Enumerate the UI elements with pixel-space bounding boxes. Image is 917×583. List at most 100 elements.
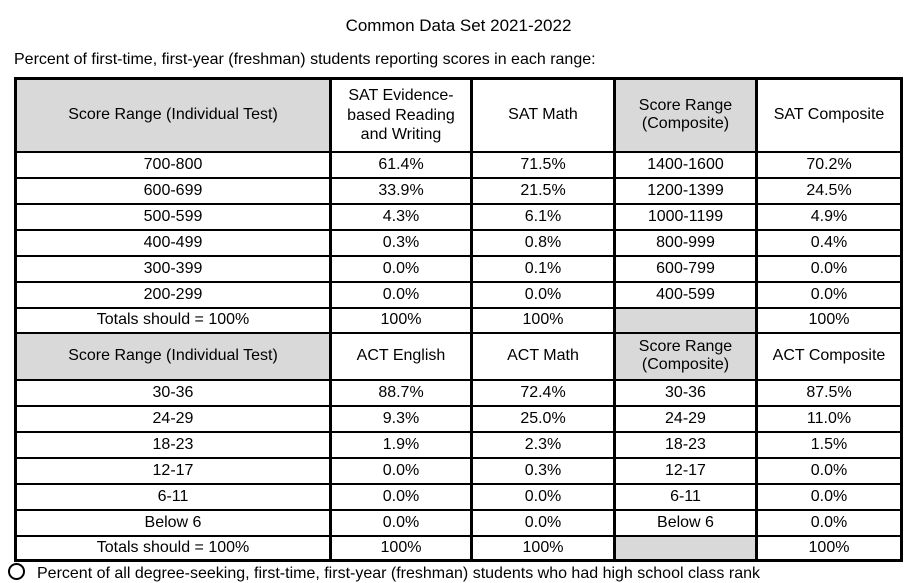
sat-composite-cell: 70.2% [755, 150, 903, 179]
act-math-cell: 2.3% [470, 430, 616, 459]
sat-row-700-800: 700-800 61.4% 71.5% 1400-1600 70.2% [14, 150, 903, 179]
sat-header-ebrw: SAT Evidence-based Reading and Writing [329, 77, 473, 153]
act-header-composite: ACT Composite [755, 331, 903, 381]
sat-header-composite: SAT Composite [755, 77, 903, 153]
sat-math-cell: 0.0% [470, 280, 616, 309]
act-row-18-23: 18-23 1.9% 2.3% 18-23 1.5% [14, 430, 903, 459]
sat-row-500-599: 500-599 4.3% 6.1% 1000-1199 4.9% [14, 202, 903, 231]
act-totals-empty-cell [613, 534, 758, 562]
sat-range-cell: 400-499 [14, 228, 332, 257]
act-english-cell: 0.0% [329, 456, 473, 485]
sat-totals-label: Totals should = 100% [14, 306, 332, 334]
sat-range-cell: 200-299 [14, 280, 332, 309]
act-composite-range-cell: Below 6 [613, 508, 758, 537]
act-composite-cell: 11.0% [755, 404, 903, 433]
act-row-24-29: 24-29 9.3% 25.0% 24-29 11.0% [14, 404, 903, 433]
sat-composite-cell: 0.0% [755, 280, 903, 309]
circle-bullet-icon [8, 563, 25, 580]
sat-header-row: Score Range (Individual Test) SAT Eviden… [14, 77, 903, 153]
sat-composite-cell: 0.0% [755, 254, 903, 283]
act-header-english: ACT English [329, 331, 473, 381]
sat-math-cell: 6.1% [470, 202, 616, 231]
act-header-score-range-composite: Score Range (Composite) [613, 331, 758, 381]
act-composite-cell: 87.5% [755, 378, 903, 407]
act-composite-cell: 0.0% [755, 456, 903, 485]
act-math-cell: 0.3% [470, 456, 616, 485]
act-range-cell: 12-17 [14, 456, 332, 485]
sat-math-cell: 71.5% [470, 150, 616, 179]
sat-composite-range-cell: 1200-1399 [613, 176, 758, 205]
act-totals-math: 100% [470, 534, 616, 562]
act-math-cell: 72.4% [470, 378, 616, 407]
sat-ebrw-cell: 61.4% [329, 150, 473, 179]
act-math-cell: 0.0% [470, 482, 616, 511]
sat-row-400-499: 400-499 0.3% 0.8% 800-999 0.4% [14, 228, 903, 257]
act-row-6-11: 6-11 0.0% 0.0% 6-11 0.0% [14, 482, 903, 511]
sat-totals-composite: 100% [755, 306, 903, 334]
act-composite-range-cell: 18-23 [613, 430, 758, 459]
act-composite-cell: 1.5% [755, 430, 903, 459]
sat-composite-cell: 4.9% [755, 202, 903, 231]
act-composite-cell: 0.0% [755, 482, 903, 511]
sat-ebrw-cell: 33.9% [329, 176, 473, 205]
act-range-cell: 30-36 [14, 378, 332, 407]
act-row-30-36: 30-36 88.7% 72.4% 30-36 87.5% [14, 378, 903, 407]
sat-ebrw-cell: 0.3% [329, 228, 473, 257]
sat-ebrw-cell: 4.3% [329, 202, 473, 231]
sat-composite-range-cell: 1400-1600 [613, 150, 758, 179]
sat-ebrw-cell: 0.0% [329, 280, 473, 309]
sat-range-cell: 300-399 [14, 254, 332, 283]
act-row-12-17: 12-17 0.0% 0.3% 12-17 0.0% [14, 456, 903, 485]
act-english-cell: 9.3% [329, 404, 473, 433]
act-totals-row: Totals should = 100% 100% 100% 100% [14, 534, 903, 562]
act-range-cell: 24-29 [14, 404, 332, 433]
act-english-cell: 0.0% [329, 482, 473, 511]
act-english-cell: 88.7% [329, 378, 473, 407]
act-composite-range-cell: 24-29 [613, 404, 758, 433]
sat-composite-range-cell: 600-799 [613, 254, 758, 283]
sat-row-300-399: 300-399 0.0% 0.1% 600-799 0.0% [14, 254, 903, 283]
sat-row-600-699: 600-699 33.9% 21.5% 1200-1399 24.5% [14, 176, 903, 205]
sat-composite-cell: 24.5% [755, 176, 903, 205]
act-math-cell: 25.0% [470, 404, 616, 433]
act-english-cell: 1.9% [329, 430, 473, 459]
act-english-cell: 0.0% [329, 508, 473, 537]
act-row-below-6: Below 6 0.0% 0.0% Below 6 0.0% [14, 508, 903, 537]
act-math-cell: 0.0% [470, 508, 616, 537]
act-composite-range-cell: 6-11 [613, 482, 758, 511]
page-title: Common Data Set 2021-2022 [345, 16, 572, 35]
sat-composite-cell: 0.4% [755, 228, 903, 257]
sat-range-cell: 700-800 [14, 150, 332, 179]
act-composite-range-cell: 12-17 [613, 456, 758, 485]
sat-math-cell: 0.1% [470, 254, 616, 283]
sat-math-cell: 21.5% [470, 176, 616, 205]
act-range-cell: Below 6 [14, 508, 332, 537]
table-caption: Percent of first-time, first-year (fresh… [14, 51, 596, 68]
sat-totals-ebrw: 100% [329, 306, 473, 334]
act-range-cell: 18-23 [14, 430, 332, 459]
act-range-cell: 6-11 [14, 482, 332, 511]
sat-header-score-range-composite: Score Range (Composite) [613, 77, 758, 153]
act-header-math: ACT Math [470, 331, 616, 381]
sat-range-cell: 500-599 [14, 202, 332, 231]
sat-composite-range-cell: 800-999 [613, 228, 758, 257]
sat-composite-range-cell: 400-599 [613, 280, 758, 309]
act-composite-cell: 0.0% [755, 508, 903, 537]
act-totals-english: 100% [329, 534, 473, 562]
act-header-score-range-individual: Score Range (Individual Test) [14, 331, 332, 381]
act-header-row: Score Range (Individual Test) ACT Englis… [14, 331, 903, 381]
sat-math-cell: 0.8% [470, 228, 616, 257]
sat-header-score-range-individual: Score Range (Individual Test) [14, 77, 332, 153]
sat-totals-math: 100% [470, 306, 616, 334]
footnote-line: Percent of all degree-seeking, first-tim… [8, 563, 760, 583]
sat-header-math: SAT Math [470, 77, 616, 153]
sat-range-cell: 600-699 [14, 176, 332, 205]
sat-totals-row: Totals should = 100% 100% 100% 100% [14, 306, 903, 334]
sat-composite-range-cell: 1000-1199 [613, 202, 758, 231]
act-totals-composite: 100% [755, 534, 903, 562]
score-ranges-table: Score Range (Individual Test) SAT Eviden… [14, 77, 903, 562]
sat-totals-empty-cell [613, 306, 758, 334]
act-totals-label: Totals should = 100% [14, 534, 332, 562]
act-composite-range-cell: 30-36 [613, 378, 758, 407]
sat-row-200-299: 200-299 0.0% 0.0% 400-599 0.0% [14, 280, 903, 309]
